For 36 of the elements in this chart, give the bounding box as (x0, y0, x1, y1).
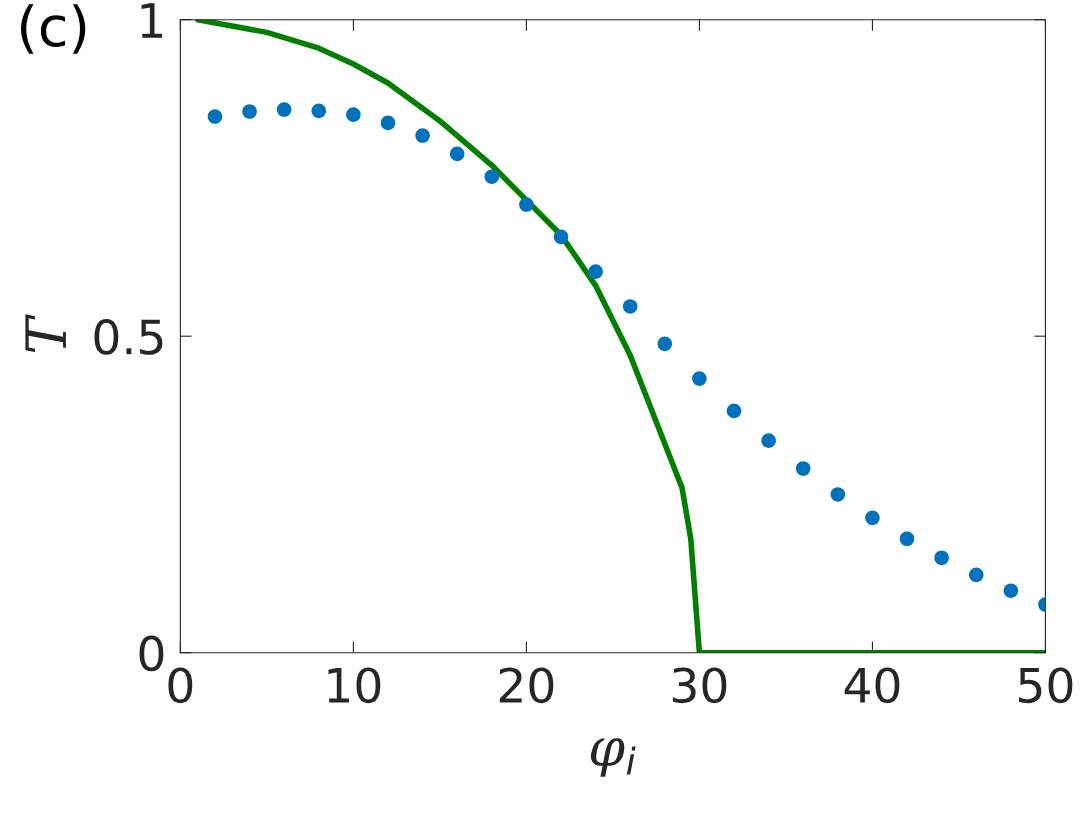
point (484, 169, 500, 184)
x-tick-label: 0 (168, 667, 193, 704)
point (622, 299, 638, 314)
x-tick-label: 10 (328, 667, 381, 704)
point (1003, 583, 1019, 598)
point (726, 403, 742, 419)
y-tick-label: 0.5 (94, 319, 163, 355)
point (588, 264, 603, 279)
point (449, 146, 465, 162)
point (311, 103, 327, 119)
point (795, 461, 811, 476)
x-tick-label: 40 (844, 667, 900, 704)
point (968, 567, 984, 583)
x-tick-label: 20 (499, 667, 554, 704)
x-axis-title: φ$_{i}$ (590, 738, 636, 777)
y-axis-title: T (25, 314, 66, 353)
point (899, 531, 915, 547)
point (865, 510, 880, 526)
y-tick-label: 1 (141, 3, 163, 38)
point (553, 229, 569, 245)
point (415, 128, 430, 143)
point (934, 550, 949, 566)
point (346, 107, 361, 122)
x-tick-label: 50 (1019, 667, 1073, 704)
point (761, 433, 776, 448)
point (830, 487, 846, 502)
point (380, 115, 396, 131)
x-tick-label: 30 (672, 667, 727, 704)
point (207, 109, 223, 124)
point (657, 336, 673, 352)
text: (c) (20, 4, 86, 54)
point (242, 104, 257, 119)
y-tick-label: 0 (139, 635, 164, 672)
point (692, 371, 707, 386)
point (519, 197, 534, 212)
point (276, 102, 292, 117)
